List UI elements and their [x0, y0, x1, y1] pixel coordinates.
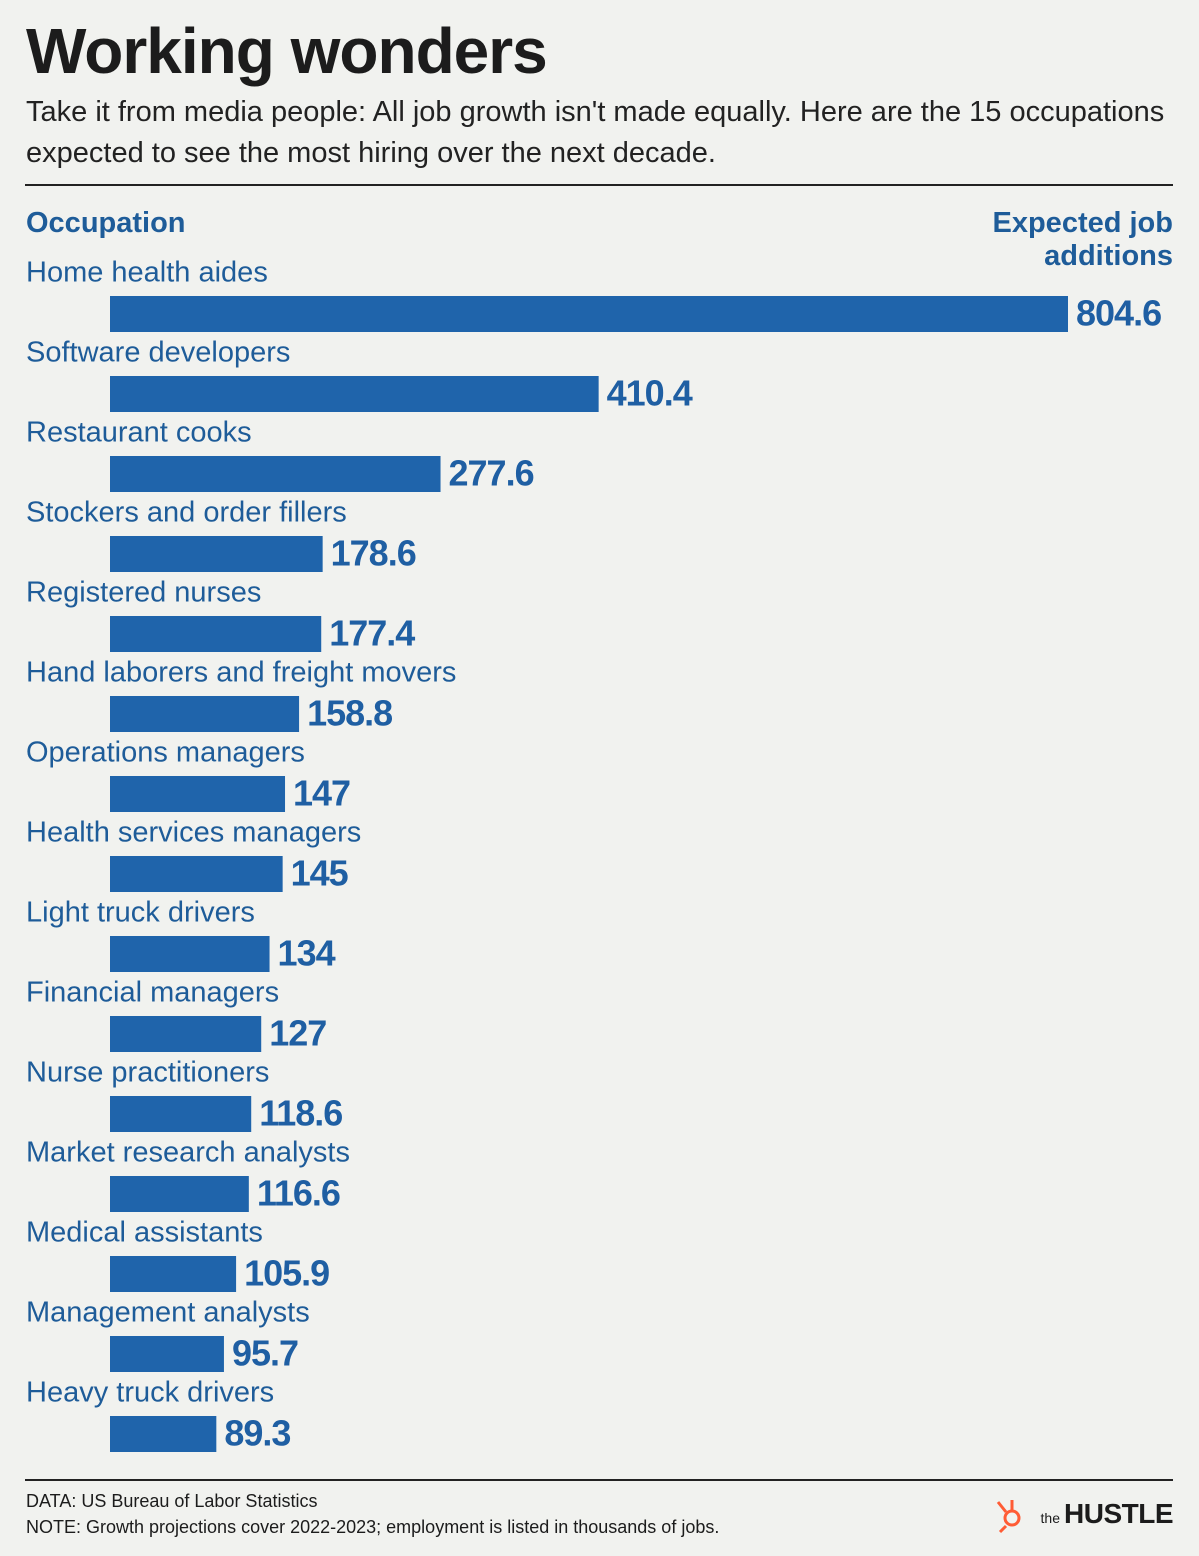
bar [110, 936, 270, 972]
chart-subtitle: Take it from media people: All job growt… [26, 96, 1165, 169]
bar [110, 616, 322, 652]
value-label: 105.9 [244, 1253, 329, 1294]
category-label: Health services managers [26, 817, 361, 849]
value-label: 116.6 [257, 1173, 340, 1214]
bar [110, 1176, 249, 1212]
category-label: Medical assistants [26, 1217, 263, 1249]
value-label: 89.3 [224, 1413, 290, 1454]
bar [110, 456, 441, 492]
value-header: Expected job additions [992, 207, 1174, 272]
category-header: Occupation [26, 207, 186, 239]
value-label: 147 [293, 773, 350, 814]
source-note: DATA: US Bureau of Labor Statistics [26, 1491, 318, 1511]
category-label: Restaurant cooks [26, 417, 252, 449]
value-label: 277.6 [449, 453, 534, 494]
value-label: 804.6 [1076, 293, 1161, 334]
value-label: 127 [269, 1013, 326, 1054]
bar [110, 376, 599, 412]
brand-prefix: the [1040, 1510, 1060, 1526]
category-label: Market research analysts [26, 1137, 350, 1169]
category-label: Software developers [26, 337, 290, 369]
bar [110, 1336, 224, 1372]
category-label: Registered nurses [26, 577, 261, 609]
category-label: Hand laborers and freight movers [26, 657, 456, 689]
hustle-logo-icon [996, 1500, 1021, 1534]
value-label: 134 [278, 933, 336, 974]
footnote: NOTE: Growth projections cover 2022-2023… [26, 1517, 720, 1537]
category-label: Management analysts [26, 1297, 310, 1329]
value-label: 95.7 [232, 1333, 298, 1374]
category-label: Light truck drivers [26, 897, 255, 929]
brand-name: HUSTLE [1064, 1498, 1174, 1529]
bar [110, 776, 286, 812]
bar [110, 1256, 237, 1292]
value-label: 158.8 [307, 693, 392, 734]
bar [110, 536, 323, 572]
bar [110, 696, 300, 732]
category-label: Home health aides [26, 257, 268, 289]
category-label: Operations managers [26, 737, 305, 769]
value-label: 410.4 [607, 373, 693, 414]
value-label: 177.4 [329, 613, 415, 654]
chart-title: Working wonders [26, 15, 548, 87]
category-label: Nurse practitioners [26, 1057, 269, 1089]
category-label: Financial managers [26, 977, 279, 1009]
value-label: 178.6 [331, 533, 416, 574]
value-label: 145 [291, 853, 349, 894]
category-label: Heavy truck drivers [26, 1377, 274, 1409]
value-label: 118.6 [259, 1093, 342, 1134]
bar [110, 856, 283, 892]
bar [110, 1096, 252, 1132]
category-label: Stockers and order fillers [26, 497, 347, 529]
brand: the HUSTLE [1040, 1498, 1174, 1530]
bar [110, 1416, 217, 1452]
bar [110, 296, 1068, 332]
bar [110, 1016, 262, 1052]
